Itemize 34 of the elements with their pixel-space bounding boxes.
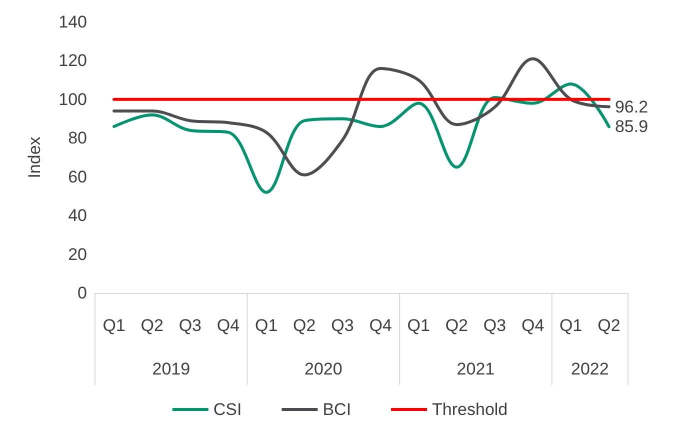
- y-tick-label: 60: [68, 167, 87, 186]
- x-tick-label: Q1: [254, 316, 278, 335]
- text: 2021: [456, 360, 495, 378]
- x-tick-label: Q4: [369, 316, 392, 335]
- y-tick-label: 0: [78, 284, 87, 302]
- y-tick-label: 80: [68, 128, 87, 148]
- x-tick-label: Q3: [331, 316, 354, 335]
- x-tick-label: Q2: [598, 316, 620, 335]
- line-series: [112, 82, 610, 194]
- x-tick-label: Q4: [216, 316, 240, 335]
- data-label: 96.2: [614, 97, 648, 116]
- text: 2020: [304, 360, 342, 378]
- x-tick-label: Q3: [178, 316, 202, 335]
- y-tick-label: 140: [58, 12, 87, 32]
- x-tick-label: Q2: [445, 316, 468, 335]
- line-series: [112, 57, 610, 176]
- x-tick-label: Q1: [102, 316, 126, 335]
- y-tick-label: 20: [68, 244, 87, 264]
- y-axis-title: Index: [25, 136, 44, 178]
- text: 2022: [571, 360, 609, 378]
- x-tick-label: Q3: [483, 316, 506, 335]
- y-tick-label: 40: [68, 206, 87, 226]
- y-tick-label: 120: [58, 51, 87, 70]
- legend-label: BCI: [322, 400, 352, 419]
- data-label: 85.9: [614, 117, 648, 136]
- x-tick-label: Q2: [293, 316, 316, 335]
- text: 2019: [152, 360, 190, 378]
- y-tick-label: 100: [58, 90, 87, 109]
- legend-label: CSI: [213, 400, 242, 419]
- x-tick-label: Q1: [560, 316, 582, 335]
- x-tick-label: Q4: [521, 316, 544, 335]
- x-tick-label: Q1: [407, 316, 430, 335]
- legend-label: Threshold: [432, 400, 508, 419]
- x-tick-label: Q2: [140, 316, 164, 335]
